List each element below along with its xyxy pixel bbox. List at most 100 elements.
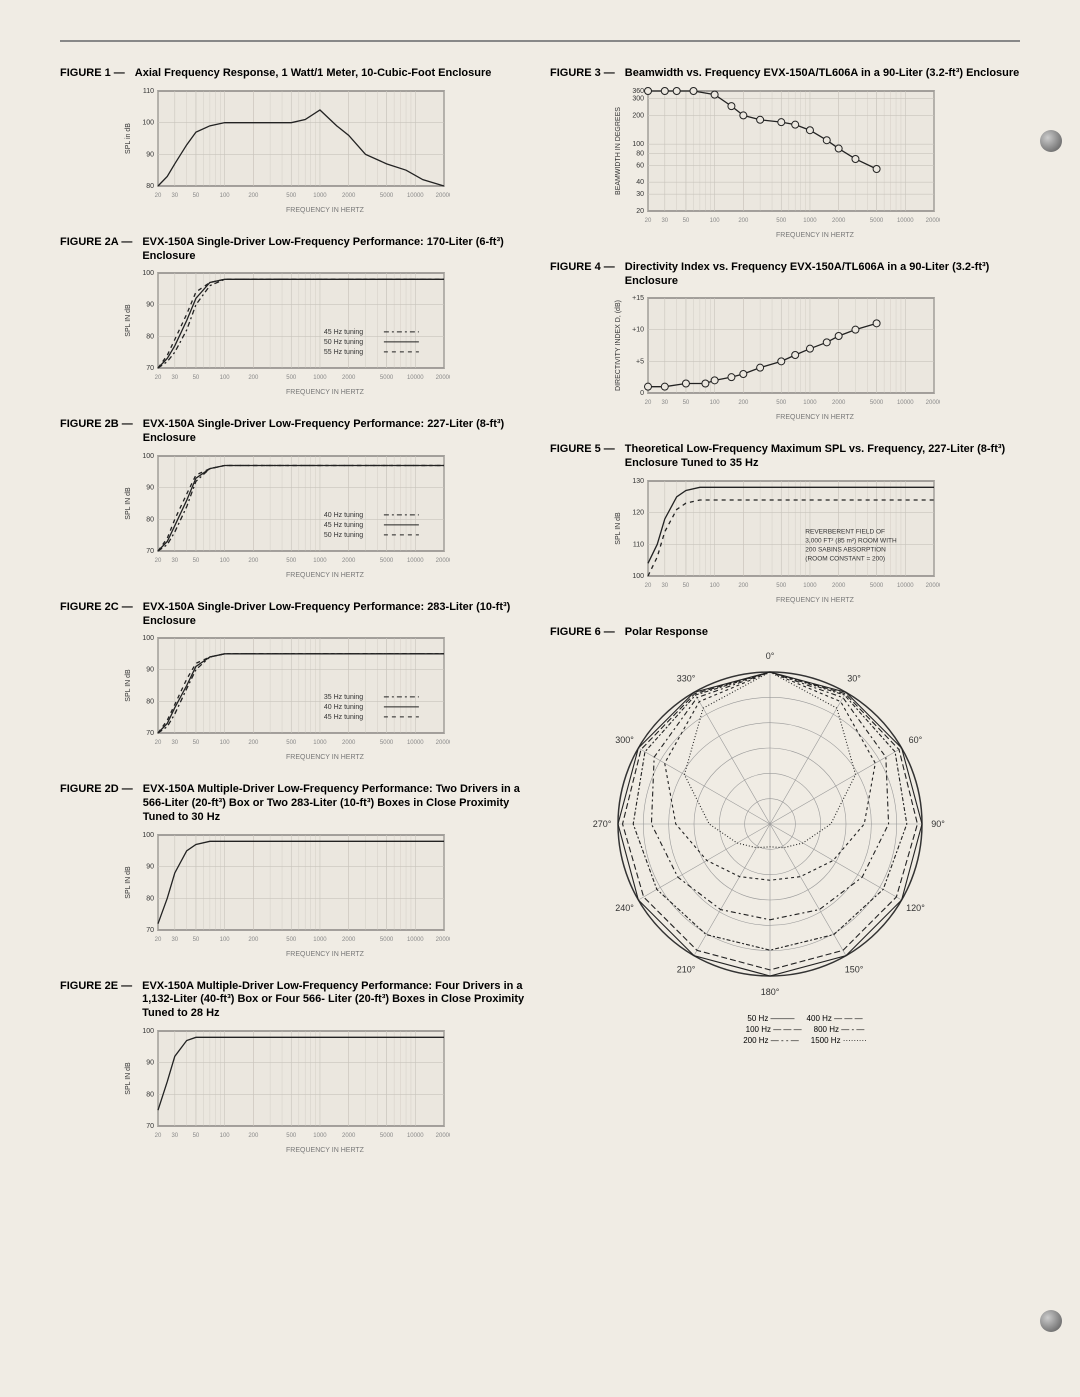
- svg-text:1000: 1000: [313, 193, 327, 199]
- svg-text:130: 130: [632, 478, 644, 485]
- svg-text:500: 500: [286, 558, 297, 564]
- svg-text:5000: 5000: [380, 558, 394, 564]
- svg-text:100: 100: [710, 583, 721, 589]
- page-corner-dot-bottom: [1040, 1310, 1062, 1332]
- svg-text:80: 80: [146, 334, 154, 341]
- figure-2e-title: EVX-150A Multiple-Driver Low-Frequency P…: [142, 980, 530, 1021]
- figure-3: FIGURE 3 — Beamwidth vs. Frequency EVX-1…: [550, 67, 1020, 239]
- svg-text:50: 50: [683, 583, 690, 589]
- svg-text:30: 30: [171, 1133, 178, 1139]
- svg-text:20000: 20000: [926, 583, 940, 589]
- figure-2c-chart: 2030501002005001000200050001000020000708…: [120, 632, 450, 747]
- svg-text:20000: 20000: [436, 937, 450, 943]
- svg-text:2000: 2000: [342, 558, 356, 564]
- svg-text:1000: 1000: [313, 1133, 327, 1139]
- svg-text:100: 100: [632, 573, 644, 580]
- figure-6-label: FIGURE 6 —: [550, 626, 615, 638]
- figure-6-title: Polar Response: [625, 626, 708, 640]
- svg-text:2000: 2000: [342, 740, 356, 746]
- svg-text:1000: 1000: [803, 400, 817, 406]
- svg-text:100: 100: [220, 1133, 231, 1139]
- svg-text:2000: 2000: [342, 375, 356, 381]
- svg-text:20000: 20000: [436, 375, 450, 381]
- svg-text:200: 200: [738, 583, 749, 589]
- svg-text:500: 500: [776, 218, 787, 224]
- figure-6-polar: 0°30°60°90°120°150°180°210°240°270°300°3…: [590, 644, 950, 1004]
- svg-text:45 Hz tuning: 45 Hz tuning: [324, 329, 363, 336]
- svg-text:5000: 5000: [380, 740, 394, 746]
- svg-text:5000: 5000: [870, 400, 884, 406]
- svg-text:20000: 20000: [436, 193, 450, 199]
- svg-text:90: 90: [146, 302, 154, 309]
- svg-text:50 Hz tuning: 50 Hz tuning: [324, 339, 363, 346]
- svg-text:500: 500: [776, 583, 787, 589]
- svg-text:30: 30: [661, 400, 668, 406]
- svg-text:5000: 5000: [870, 583, 884, 589]
- svg-text:50: 50: [193, 937, 200, 943]
- svg-text:50 Hz tuning: 50 Hz tuning: [324, 532, 363, 539]
- svg-text:100: 100: [632, 141, 644, 148]
- svg-text:150°: 150°: [845, 964, 864, 974]
- svg-text:(ROOM CONSTANT = 200): (ROOM CONSTANT = 200): [805, 555, 885, 562]
- svg-text:2000: 2000: [342, 937, 356, 943]
- figure-3-chart: 2030501002005001000200050001000020000203…: [610, 85, 940, 225]
- svg-text:SPL in dB: SPL in dB: [125, 122, 132, 153]
- svg-text:5000: 5000: [380, 375, 394, 381]
- svg-text:100: 100: [142, 635, 154, 642]
- left-column: FIGURE 1 — Axial Frequency Response, 1 W…: [60, 67, 530, 1176]
- svg-text:100: 100: [220, 740, 231, 746]
- svg-text:40 Hz tuning: 40 Hz tuning: [324, 512, 363, 519]
- svg-text:2000: 2000: [342, 193, 356, 199]
- svg-text:120: 120: [632, 509, 644, 516]
- figure-2d: FIGURE 2D — EVX-150A Multiple-Driver Low…: [60, 783, 530, 957]
- svg-text:80: 80: [146, 699, 154, 706]
- svg-text:10000: 10000: [407, 937, 424, 943]
- svg-text:50: 50: [683, 218, 690, 224]
- svg-text:20: 20: [645, 400, 652, 406]
- figure-1-xlabel: FREQUENCY IN HERTZ: [120, 207, 530, 214]
- svg-text:200: 200: [248, 1133, 259, 1139]
- svg-text:110: 110: [633, 541, 644, 548]
- svg-text:100: 100: [220, 193, 231, 199]
- svg-text:SPL IN dB: SPL IN dB: [125, 669, 132, 702]
- svg-text:200: 200: [248, 937, 259, 943]
- svg-text:50: 50: [193, 375, 200, 381]
- svg-text:20000: 20000: [926, 218, 940, 224]
- figure-2d-chart: 2030501002005001000200050001000020000708…: [120, 829, 450, 944]
- svg-text:10000: 10000: [897, 218, 914, 224]
- svg-text:20: 20: [155, 740, 162, 746]
- svg-text:70: 70: [146, 730, 154, 737]
- figure-6-legend: 50 Hz ———400 Hz — — —100 Hz — — —800 Hz …: [590, 1013, 1020, 1047]
- figure-3-label: FIGURE 3 —: [550, 67, 615, 79]
- svg-text:45 Hz tuning: 45 Hz tuning: [324, 522, 363, 529]
- figure-2a-chart: 2030501002005001000200050001000020000708…: [120, 267, 450, 382]
- svg-text:100: 100: [710, 400, 721, 406]
- svg-text:50: 50: [193, 193, 200, 199]
- svg-text:REVERBERENT FIELD OF: REVERBERENT FIELD OF: [805, 528, 885, 535]
- svg-text:20000: 20000: [436, 558, 450, 564]
- svg-text:90: 90: [146, 1059, 154, 1066]
- svg-text:1000: 1000: [313, 375, 327, 381]
- svg-text:1000: 1000: [803, 583, 817, 589]
- svg-text:1000: 1000: [803, 218, 817, 224]
- svg-text:200: 200: [632, 112, 644, 119]
- svg-text:90: 90: [146, 151, 154, 158]
- svg-text:+15: +15: [632, 295, 644, 302]
- figure-5-xlabel: FREQUENCY IN HERTZ: [610, 597, 1020, 604]
- svg-text:5000: 5000: [380, 1133, 394, 1139]
- svg-text:50: 50: [193, 558, 200, 564]
- svg-text:2000: 2000: [342, 1133, 356, 1139]
- svg-text:30: 30: [661, 583, 668, 589]
- svg-text:5000: 5000: [380, 937, 394, 943]
- svg-text:50: 50: [193, 1133, 200, 1139]
- svg-text:50: 50: [193, 740, 200, 746]
- svg-text:30: 30: [171, 558, 178, 564]
- svg-text:10000: 10000: [407, 558, 424, 564]
- figure-2b: FIGURE 2B — EVX-150A Single-Driver Low-F…: [60, 418, 530, 579]
- header-rule: [60, 40, 1020, 42]
- svg-text:60: 60: [636, 162, 644, 169]
- figure-2e-label: FIGURE 2E —: [60, 980, 132, 992]
- svg-text:0°: 0°: [766, 651, 775, 661]
- svg-text:300: 300: [632, 95, 644, 102]
- svg-text:20: 20: [645, 218, 652, 224]
